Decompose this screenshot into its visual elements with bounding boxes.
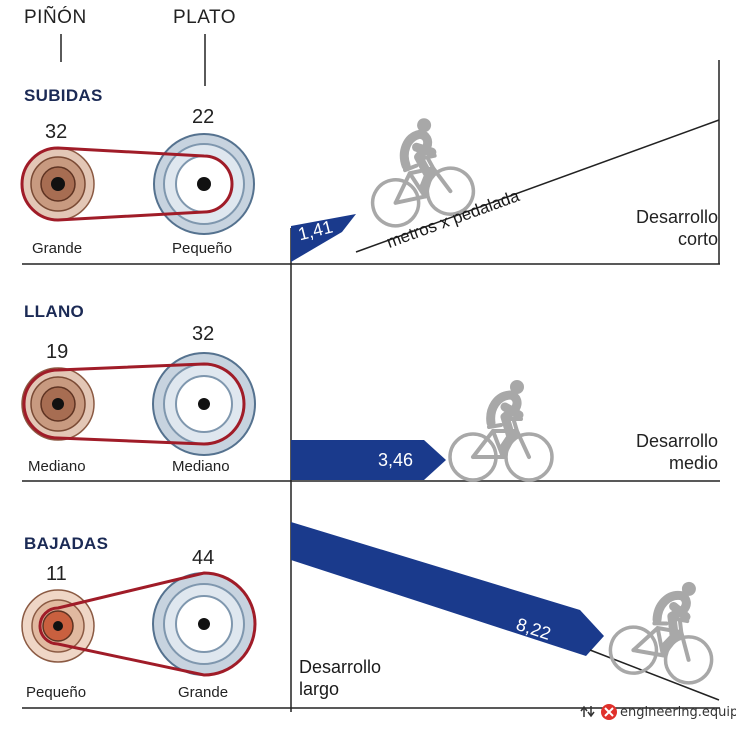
plato-size-llano: Mediano (172, 458, 230, 475)
pinon-size-bajadas: Pequeño (26, 684, 87, 701)
section-title-bajadas: BAJADAS (24, 534, 109, 553)
gears-bajadas (21, 571, 257, 677)
pinon-teeth-llano: 19 (46, 341, 69, 363)
desarrollo-llano: Desarrollo medio (635, 431, 718, 473)
plato-size-bajadas: Grande (178, 684, 229, 701)
plato-teeth-subidas: 22 (192, 106, 215, 128)
pinon-size-subidas: Grande (32, 240, 83, 257)
pinon-teeth-subidas: 32 (45, 121, 68, 143)
gears-subidas (20, 133, 255, 235)
cyclist-llano-icon (450, 380, 552, 480)
plato-teeth-llano: 32 (192, 323, 215, 345)
repost-icon (580, 705, 595, 718)
plato-header: PLATO (173, 7, 237, 28)
arrow-bajadas (291, 522, 604, 656)
desarrollo-subidas: Desarrollo corto (635, 207, 718, 249)
arrow-subidas (291, 214, 356, 262)
plato-teeth-bajadas: 44 (192, 547, 215, 569)
credit-text[interactable]: engineering.equip (620, 705, 736, 720)
plato-size-subidas: Pequeño (172, 240, 233, 257)
value-llano: 3,46 (378, 450, 414, 470)
arrow-llano (291, 440, 446, 480)
slope-line-subidas (355, 119, 720, 253)
section-title-llano: LLANO (24, 302, 85, 321)
pinon-header: PIÑÓN (24, 7, 87, 28)
gears-llano (21, 352, 256, 456)
section-title-subidas: SUBIDAS (24, 86, 103, 105)
pinon-teeth-bajadas: 11 (46, 563, 67, 585)
cyclist-bajadas-icon (607, 570, 725, 686)
desarrollo-bajadas: Desarrollo largo (299, 657, 382, 699)
pinon-size-llano: Mediano (28, 458, 86, 475)
engineering-logo-icon (601, 704, 617, 720)
